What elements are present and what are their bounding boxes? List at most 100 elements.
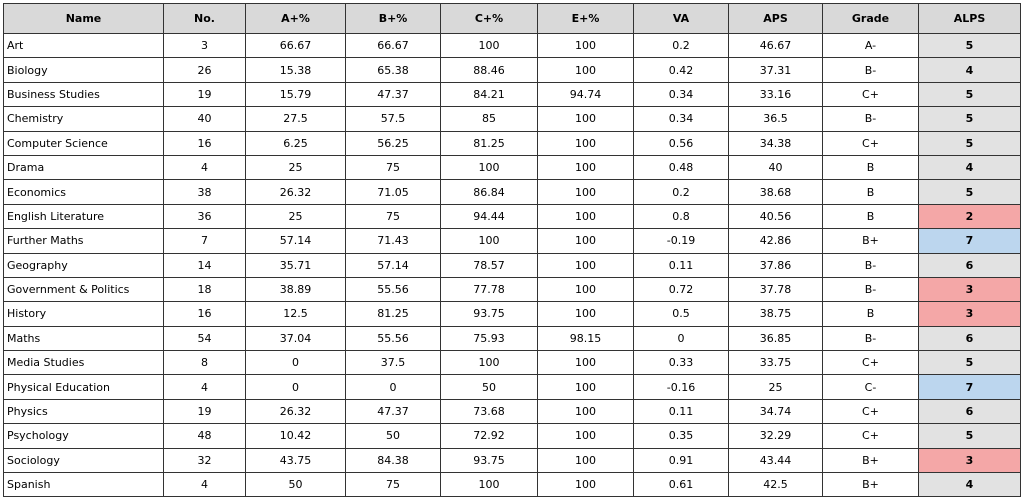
subject-name: Physics [3,398,164,425]
table-cell: 0.2 [633,179,729,205]
table-cell: 93.75 [440,301,538,327]
table-cell: 100 [537,179,634,205]
table-cell: 100 [537,32,634,59]
column-header: VA [633,3,729,34]
column-header: A+% [245,3,346,34]
table-cell: 100 [440,350,538,376]
alps-cell: 2 [918,203,1021,230]
table-cell: B [822,154,919,181]
table-cell: 0.34 [633,106,729,132]
table-cell: B [822,203,919,230]
table-cell: 100 [537,57,634,83]
table-cell: 94.74 [537,81,634,108]
alps-cell: 6 [918,398,1021,425]
table-cell: B- [822,57,919,83]
table-cell: 37.78 [728,276,823,303]
column-header: B+% [345,3,441,34]
table-cell: 100 [440,32,538,59]
column-header: APS [728,3,823,34]
table-row: Maths 54 37.04 55.56 75.93 98.15 0 36.85 B- 6 [3,325,1021,352]
column-header: C+% [440,3,538,34]
table-cell: 38.68 [728,179,823,205]
table-row: Sociology 32 43.75 84.38 93.75 100 0.91 43.44 B+… [3,447,1021,474]
table-cell: 98.15 [537,325,634,352]
alps-cell: 5 [918,130,1021,156]
table-cell: 16 [163,301,246,327]
table-row: Media Studies 8 0 37.5 100 100 0.33 33.75 C+ 5 [3,350,1021,376]
subject-name: Chemistry [3,106,164,132]
alps-cell: 3 [918,276,1021,303]
table-cell: 34.38 [728,130,823,156]
table-cell: 0.5 [633,301,729,327]
table-cell: B- [822,106,919,132]
table-cell: 0.56 [633,130,729,156]
subject-name: Government & Politics [3,276,164,303]
alps-cell: 6 [918,325,1021,352]
table-cell: 42.5 [728,472,823,498]
alps-cell: 5 [918,179,1021,205]
table-cell: 50 [245,472,346,498]
table-cell: 40 [163,106,246,132]
table-cell: 19 [163,81,246,108]
table-cell: 0.48 [633,154,729,181]
table-cell: 73.68 [440,398,538,425]
table-row: Spanish 4 50 75 100 100 0.61 42.5 B+ 4 [3,472,1021,498]
alps-cell: 5 [918,423,1021,449]
subject-name: Spanish [3,472,164,498]
table-row: Chemistry 40 27.5 57.5 85 100 0.34 36.5 B- 5 [3,106,1021,132]
table-row: Computer Science 16 6.25 56.25 81.25 100 0.56 3… [3,130,1021,156]
table-cell: 0 [633,325,729,352]
table-cell: 0.33 [633,350,729,376]
alps-cell: 5 [918,81,1021,108]
table-cell: 15.79 [245,81,346,108]
table-cell: 0.11 [633,398,729,425]
table-cell: C- [822,374,919,400]
table-cell: 100 [537,154,634,181]
header-row: Name No. A+% B+% C+% E+% VA APS Grade ALPS [3,3,1021,34]
table-cell: 38 [163,179,246,205]
table-row: Business Studies 19 15.79 47.37 84.21 94.74 0.… [3,81,1021,108]
table-cell: 42.86 [728,228,823,254]
table-cell: 50 [440,374,538,400]
table-cell: 14 [163,252,246,278]
table-cell: 0.91 [633,447,729,474]
table-cell: 85 [440,106,538,132]
subject-name: History [3,301,164,327]
table-cell: 84.21 [440,81,538,108]
table-row: Drama 4 25 75 100 100 0.48 40 B 4 [3,154,1021,181]
table-cell: 12.5 [245,301,346,327]
table-row: English Literature 36 25 75 94.44 100 0.8 40.56… [3,203,1021,230]
table-cell: 50 [345,423,441,449]
results-table: Name No. A+% B+% C+% E+% VA APS Grade ALPS Art 3 66… [3,3,1021,498]
table-cell: 72.92 [440,423,538,449]
table-cell: 75 [345,472,441,498]
table-cell: 43.44 [728,447,823,474]
subject-name: Economics [3,179,164,205]
table-cell: 88.46 [440,57,538,83]
table-cell: C+ [822,398,919,425]
table-row: Further Maths 7 57.14 71.43 100 100 -0.19 42.86… [3,228,1021,254]
subject-name: English Literature [3,203,164,230]
table-cell: 36 [163,203,246,230]
table-cell: 19 [163,398,246,425]
alps-cell: 3 [918,447,1021,474]
subject-name: Geography [3,252,164,278]
alps-cell: 4 [918,472,1021,498]
column-header: E+% [537,3,634,34]
table-cell: 100 [537,228,634,254]
table-row: Physical Education 4 0 0 50 100 -0.16 25 C- 7 [3,374,1021,400]
table-cell: 54 [163,325,246,352]
table-cell: 66.67 [345,32,441,59]
table-cell: B+ [822,447,919,474]
table-cell: B+ [822,228,919,254]
alps-cell: 5 [918,32,1021,59]
table-cell: 37.5 [345,350,441,376]
table-cell: 100 [537,447,634,474]
table-cell: 47.37 [345,398,441,425]
table-cell: 47.37 [345,81,441,108]
table-cell: 100 [537,252,634,278]
table-cell: 84.38 [345,447,441,474]
table-cell: 71.43 [345,228,441,254]
subject-name: Drama [3,154,164,181]
table-row: Government & Politics 18 38.89 55.56 77.78 10… [3,276,1021,303]
